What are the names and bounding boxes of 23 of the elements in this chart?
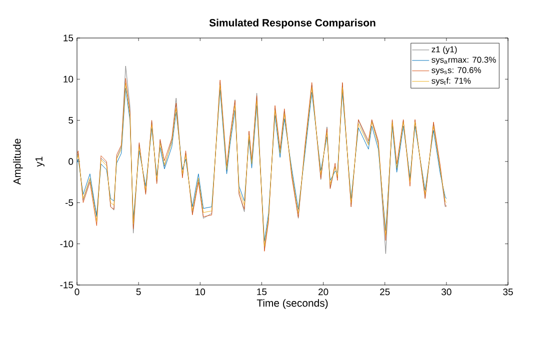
y-axis-title: Amplitude — [13, 138, 23, 185]
y-tick-label: -5 — [65, 199, 74, 206]
y-tick-label: 10 — [64, 76, 74, 83]
x-tick-label: 10 — [196, 288, 206, 296]
legend-label: sys$_{t}$f: 71% — [432, 78, 471, 86]
y-tick-label: 0 — [68, 158, 74, 165]
y-tick-label: -10 — [60, 240, 74, 248]
x-tick-label: 20 — [318, 288, 328, 296]
y-tick-label: 5 — [68, 117, 74, 124]
x-axis-title: Time (seconds) — [256, 299, 328, 309]
x-tick-label: 0 — [74, 288, 80, 296]
x-tick-label: 15 — [257, 288, 267, 296]
x-tick-label: 25 — [380, 288, 390, 296]
x-tick-label: 35 — [503, 288, 513, 296]
y-tick-label: -15 — [60, 282, 74, 288]
legend-label: sys$_{a}$rmax: 70.3% — [432, 56, 496, 64]
chart-title: Simulated Response Comparison — [209, 18, 376, 28]
x-tick-label: 30 — [442, 288, 452, 296]
text: y1 — [36, 156, 44, 167]
legend-label: z1 (y1) — [432, 46, 457, 54]
legend-label: sys$_{s}$s: 70.6% — [432, 67, 481, 75]
x-tick-label: 5 — [136, 288, 141, 296]
y-tick-label: 15 — [64, 34, 74, 42]
